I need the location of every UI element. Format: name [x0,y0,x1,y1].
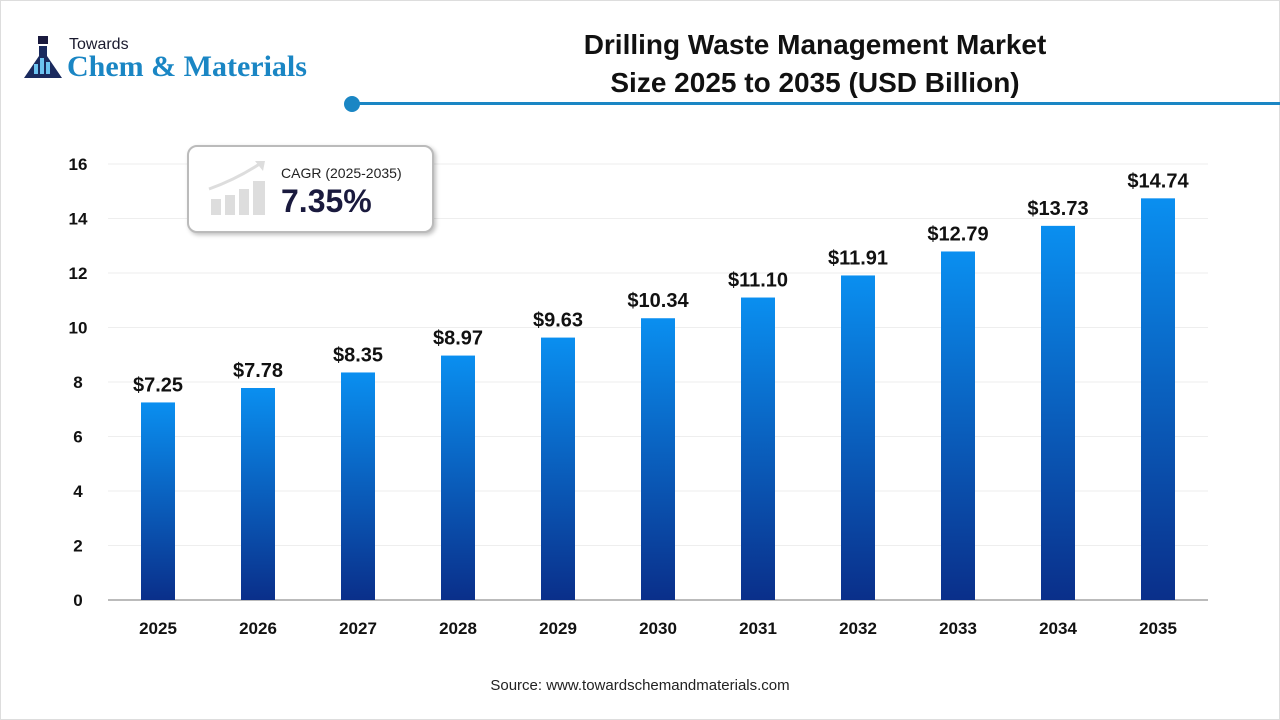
data-label: $14.74 [1127,170,1189,192]
bar-2026 [241,387,275,600]
y-tick-label: 12 [69,264,88,283]
data-label: $7.78 [233,360,283,382]
data-label: $8.97 [433,328,483,350]
x-tick-label: 2030 [639,619,677,638]
logo-brand: Chem & Materials [67,50,307,83]
bar-2027 [341,372,375,600]
data-label: $10.34 [627,290,689,312]
title-line-1: Drilling Waste Management Market [583,29,1047,60]
bar-2025 [141,402,175,600]
bar-2033 [941,251,975,600]
x-tick-label: 2025 [139,619,177,638]
data-label: $12.79 [927,223,988,245]
title-line-2: Size 2025 to 2035 (USD Billion) [610,67,1020,98]
data-label: $11.10 [728,270,788,292]
data-label: $11.91 [828,247,888,269]
y-tick-label: 2 [73,537,82,556]
y-tick-label: 6 [73,428,82,447]
bar-2030 [641,318,675,600]
y-tick-label: 8 [73,373,82,392]
logo-towards: Towards [69,36,129,53]
bar-2035 [1141,198,1175,600]
growth-chart-icon [208,161,265,215]
title-dot [344,96,360,112]
source-text: Source: www.towardschemandmaterials.com [490,677,790,694]
cagr-value: 7.35% [281,183,372,219]
flask-icon [24,36,62,78]
x-tick-label: 2034 [1039,619,1077,638]
y-tick-label: 14 [69,210,88,229]
cagr-box: CAGR (2025-2035) 7.35% [187,145,434,233]
y-tick-label: 16 [69,155,88,174]
x-tick-label: 2029 [539,619,577,638]
x-tick-label: 2031 [739,619,777,638]
bar-2034 [1041,225,1075,601]
cagr-label: CAGR (2025-2035) [281,165,402,181]
bar-2032 [841,275,875,600]
x-tick-label: 2033 [939,619,977,638]
x-tick-label: 2026 [239,619,277,638]
data-label: $7.25 [133,374,183,396]
chart-title: Drilling Waste Management Market Size 20… [500,26,1130,102]
x-tick-label: 2035 [1139,619,1177,638]
data-label: $9.63 [533,310,583,332]
x-tick-label: 2027 [339,619,377,638]
bar-2031 [741,297,775,600]
bar-2028 [441,355,475,600]
y-tick-label: 4 [73,482,83,501]
title-underline [352,102,1280,105]
x-tick-label: 2028 [439,619,477,638]
y-tick-label: 10 [69,319,88,338]
data-label: $13.73 [1027,198,1088,220]
x-tick-label: 2032 [839,619,877,638]
y-tick-label: 0 [73,591,82,610]
data-label: $8.35 [333,344,383,366]
bar-2029 [541,337,575,600]
